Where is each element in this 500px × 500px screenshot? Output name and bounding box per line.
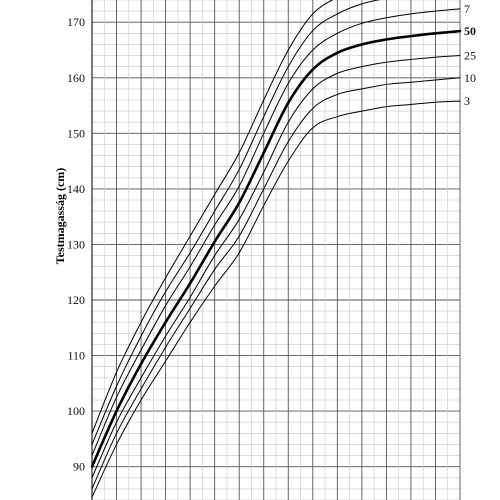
y-tick-label: 170 [67, 15, 85, 29]
y-axis-title: Testmagasság (cm) [53, 168, 67, 265]
percentile-curve-50 [90, 29, 462, 468]
percentile-label-3: 3 [464, 94, 470, 108]
percentile-curve-90 [91, 0, 381, 445]
y-tick-label: 120 [67, 293, 85, 307]
percentile-curve-10 [91, 77, 461, 490]
y-tick-label: 150 [67, 126, 85, 140]
percentile-labels: 3 10 25 50 7 [464, 2, 476, 108]
y-tick-label: 100 [67, 404, 85, 418]
percentile-label-25: 25 [464, 49, 476, 63]
y-tick-label: 160 [67, 71, 85, 85]
percentile-curve-97 [91, 0, 334, 434]
y-tick-label: 110 [67, 349, 85, 363]
y-tick-label: 140 [67, 182, 85, 196]
percentile-curve-25 [91, 55, 461, 479]
y-tick-label: 130 [67, 237, 85, 251]
y-tick-label: 90 [73, 460, 85, 474]
percentile-label-50: 50 [464, 24, 476, 38]
percentile-curve-75 [91, 8, 461, 457]
percentile-label-7: 7 [464, 2, 470, 16]
percentile-label-10: 10 [464, 71, 476, 85]
y-tick-labels: 90 100 110 120 130 140 150 160 170 [67, 15, 85, 473]
percentile-curve-3 [91, 100, 461, 498]
percentile-curves [90, 0, 462, 498]
